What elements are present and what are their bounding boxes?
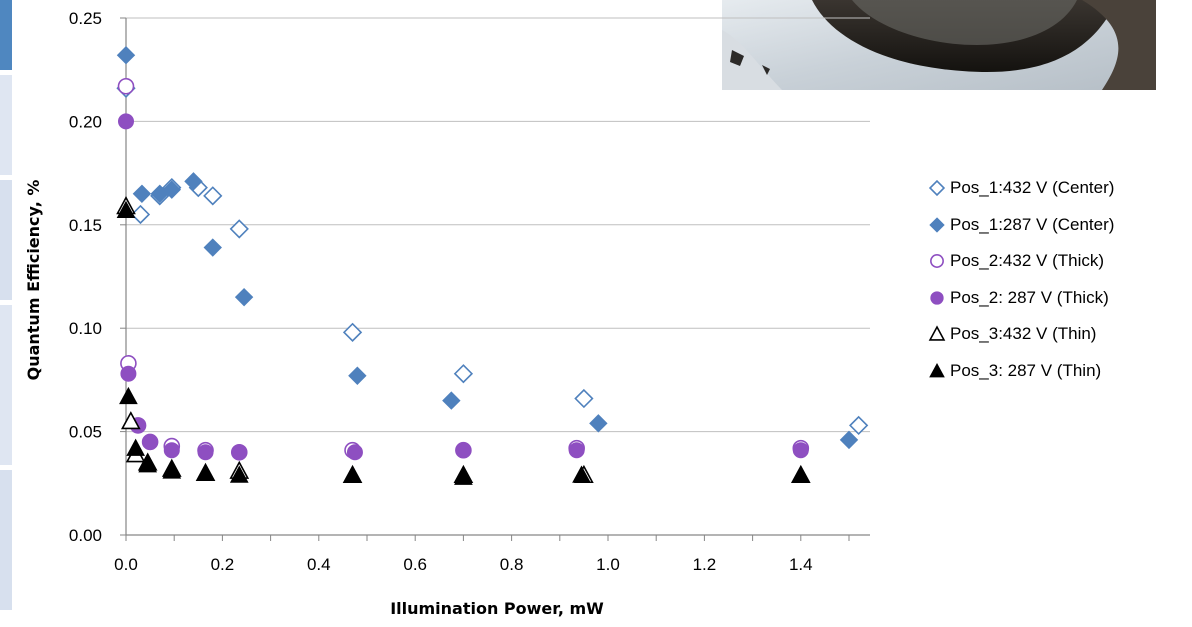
series-2 <box>116 46 859 450</box>
legend-marker <box>928 325 946 341</box>
series-4 <box>118 113 809 461</box>
data-point <box>454 467 473 485</box>
data-point <box>453 364 474 384</box>
data-point <box>442 391 461 410</box>
legend-marker-shape <box>929 362 945 378</box>
data-point <box>130 204 151 225</box>
data-point <box>572 465 591 483</box>
data-point <box>116 200 136 219</box>
y-tick-label: 0.05 <box>69 423 102 442</box>
x-axis-title: Illumination Power, mW <box>390 599 604 618</box>
x-tick-label: 1.2 <box>693 555 717 574</box>
series-3 <box>117 77 810 461</box>
data-point <box>184 172 203 191</box>
legend-marker-shape <box>930 291 944 305</box>
left-edge-strip <box>0 0 12 610</box>
data-point <box>791 465 811 483</box>
data-point <box>118 113 134 130</box>
legend-label: Pos_3: 287 V (Thin) <box>950 360 1102 380</box>
y-tick-label: 0.10 <box>69 319 102 338</box>
legend-marker <box>930 291 944 305</box>
series-6 <box>116 200 811 485</box>
data-point <box>229 465 249 483</box>
legend-item: Pos_2:432 V (Thick) <box>928 243 1114 280</box>
data-point <box>839 430 859 450</box>
legend-marker <box>929 217 945 233</box>
x-tick-label: 0.4 <box>307 555 331 574</box>
data-point <box>203 186 223 206</box>
data-point <box>574 388 594 409</box>
data-point <box>142 433 159 450</box>
data-point <box>455 442 472 459</box>
legend-label: Pos_1:287 V (Center) <box>950 214 1115 234</box>
legend-item: Pos_1:287 V (Center) <box>928 207 1114 244</box>
data-point <box>229 219 249 239</box>
data-point <box>849 415 869 436</box>
data-point <box>120 365 137 382</box>
data-point <box>346 444 363 461</box>
data-point <box>792 442 809 459</box>
legend-marker <box>928 180 946 197</box>
y-tick-label: 0.25 <box>69 9 102 28</box>
y-axis-title: Quantum Efficiency, % <box>24 180 43 381</box>
legend-marker-shape <box>930 254 944 269</box>
legend-label: Pos_2:432 V (Thick) <box>950 251 1105 271</box>
legend: Pos_1:432 V (Center) Pos_1:287 V (Center)… <box>928 170 1114 389</box>
data-point <box>231 444 248 461</box>
data-point <box>342 322 363 342</box>
data-point <box>196 463 215 481</box>
legend-marker <box>929 362 945 378</box>
legend-marker-shape <box>928 180 946 197</box>
x-tick-label: 0.8 <box>500 555 524 574</box>
data-point <box>120 411 141 430</box>
legend-marker-shape <box>928 325 946 341</box>
y-tick-label: 0.15 <box>69 216 102 235</box>
data-point <box>162 180 181 199</box>
data-point <box>203 238 222 257</box>
series-1 <box>116 78 869 436</box>
x-tick-label: 0.2 <box>211 555 235 574</box>
x-tick-label: 1.4 <box>789 555 813 574</box>
y-tick-label: 0.20 <box>69 112 102 131</box>
series-5 <box>116 196 811 484</box>
data-point <box>162 461 182 479</box>
data-point <box>163 442 180 459</box>
data-point <box>126 438 145 456</box>
data-point <box>568 442 585 459</box>
photo-inset <box>722 0 1156 90</box>
data-point <box>119 386 138 405</box>
x-tick-label: 0.6 <box>403 555 427 574</box>
legend-item: Pos_1:432 V (Center) <box>928 170 1114 207</box>
data-point <box>348 366 367 385</box>
data-point <box>589 414 608 433</box>
legend-item: Pos_2: 287 V (Thick) <box>928 280 1114 317</box>
data-point <box>117 77 135 95</box>
legend-marker-shape <box>929 217 945 233</box>
data-point <box>234 287 254 307</box>
legend-label: Pos_1:432 V (Center) <box>950 178 1115 198</box>
legend-marker <box>930 254 944 269</box>
data-point <box>343 465 362 483</box>
data-point <box>197 444 214 461</box>
legend-item: Pos_3:432 V (Thin) <box>928 316 1114 353</box>
data-point <box>132 184 152 203</box>
legend-label: Pos_3:432 V (Thin) <box>950 324 1097 344</box>
x-tick-label: 0.0 <box>114 555 138 574</box>
data-point <box>116 46 136 65</box>
legend-item: Pos_3: 287 V (Thin) <box>928 353 1114 390</box>
x-tick-label: 1.0 <box>596 555 620 574</box>
legend-label: Pos_2: 287 V (Thick) <box>950 287 1109 307</box>
y-tick-label: 0.00 <box>69 526 102 545</box>
data-point <box>138 455 158 473</box>
